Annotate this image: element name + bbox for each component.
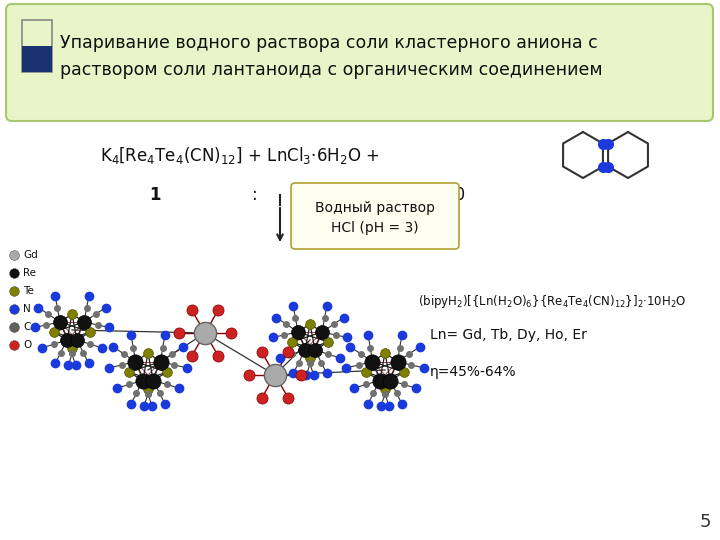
Text: Re: Re (23, 268, 36, 278)
FancyBboxPatch shape (22, 20, 52, 72)
Text: 20: 20 (294, 186, 315, 204)
Text: (bipyH$_2$)[{Ln(H$_2$O)$_6$}{Re$_4$Te$_4$(CN)$_{12}$}]$_2$·10H$_2$O: (bipyH$_2$)[{Ln(H$_2$O)$_6$}{Re$_4$Te$_4… (418, 294, 686, 310)
Text: K$_4$[Re$_4$Te$_4$(CN)$_{12}$] + LnCl$_3$·6H$_2$O +: K$_4$[Re$_4$Te$_4$(CN)$_{12}$] + LnCl$_3… (100, 145, 380, 165)
Text: η=45%-64%: η=45%-64% (430, 365, 517, 379)
Text: Ln= Gd, Tb, Dy, Ho, Er: Ln= Gd, Tb, Dy, Ho, Er (430, 328, 587, 342)
Text: C: C (23, 322, 30, 332)
Text: Упаривание водного раствора соли кластерного аниона с: Упаривание водного раствора соли кластер… (60, 34, 598, 52)
FancyBboxPatch shape (6, 4, 713, 121)
Text: 1: 1 (149, 186, 161, 204)
Text: HCl (pH = 3): HCl (pH = 3) (331, 221, 419, 235)
Text: Водный раствор: Водный раствор (315, 201, 435, 215)
Text: 20: 20 (444, 186, 466, 204)
Text: Te: Te (23, 286, 34, 296)
Text: :: : (392, 186, 398, 204)
Text: N: N (23, 304, 31, 314)
Text: раствором соли лантаноида с органическим соединением: раствором соли лантаноида с органическим… (60, 61, 603, 79)
FancyBboxPatch shape (291, 183, 459, 249)
Text: O: O (23, 340, 31, 350)
Text: :: : (252, 186, 258, 204)
FancyBboxPatch shape (22, 46, 52, 72)
Text: 5: 5 (699, 513, 711, 531)
Text: Gd: Gd (23, 250, 37, 260)
